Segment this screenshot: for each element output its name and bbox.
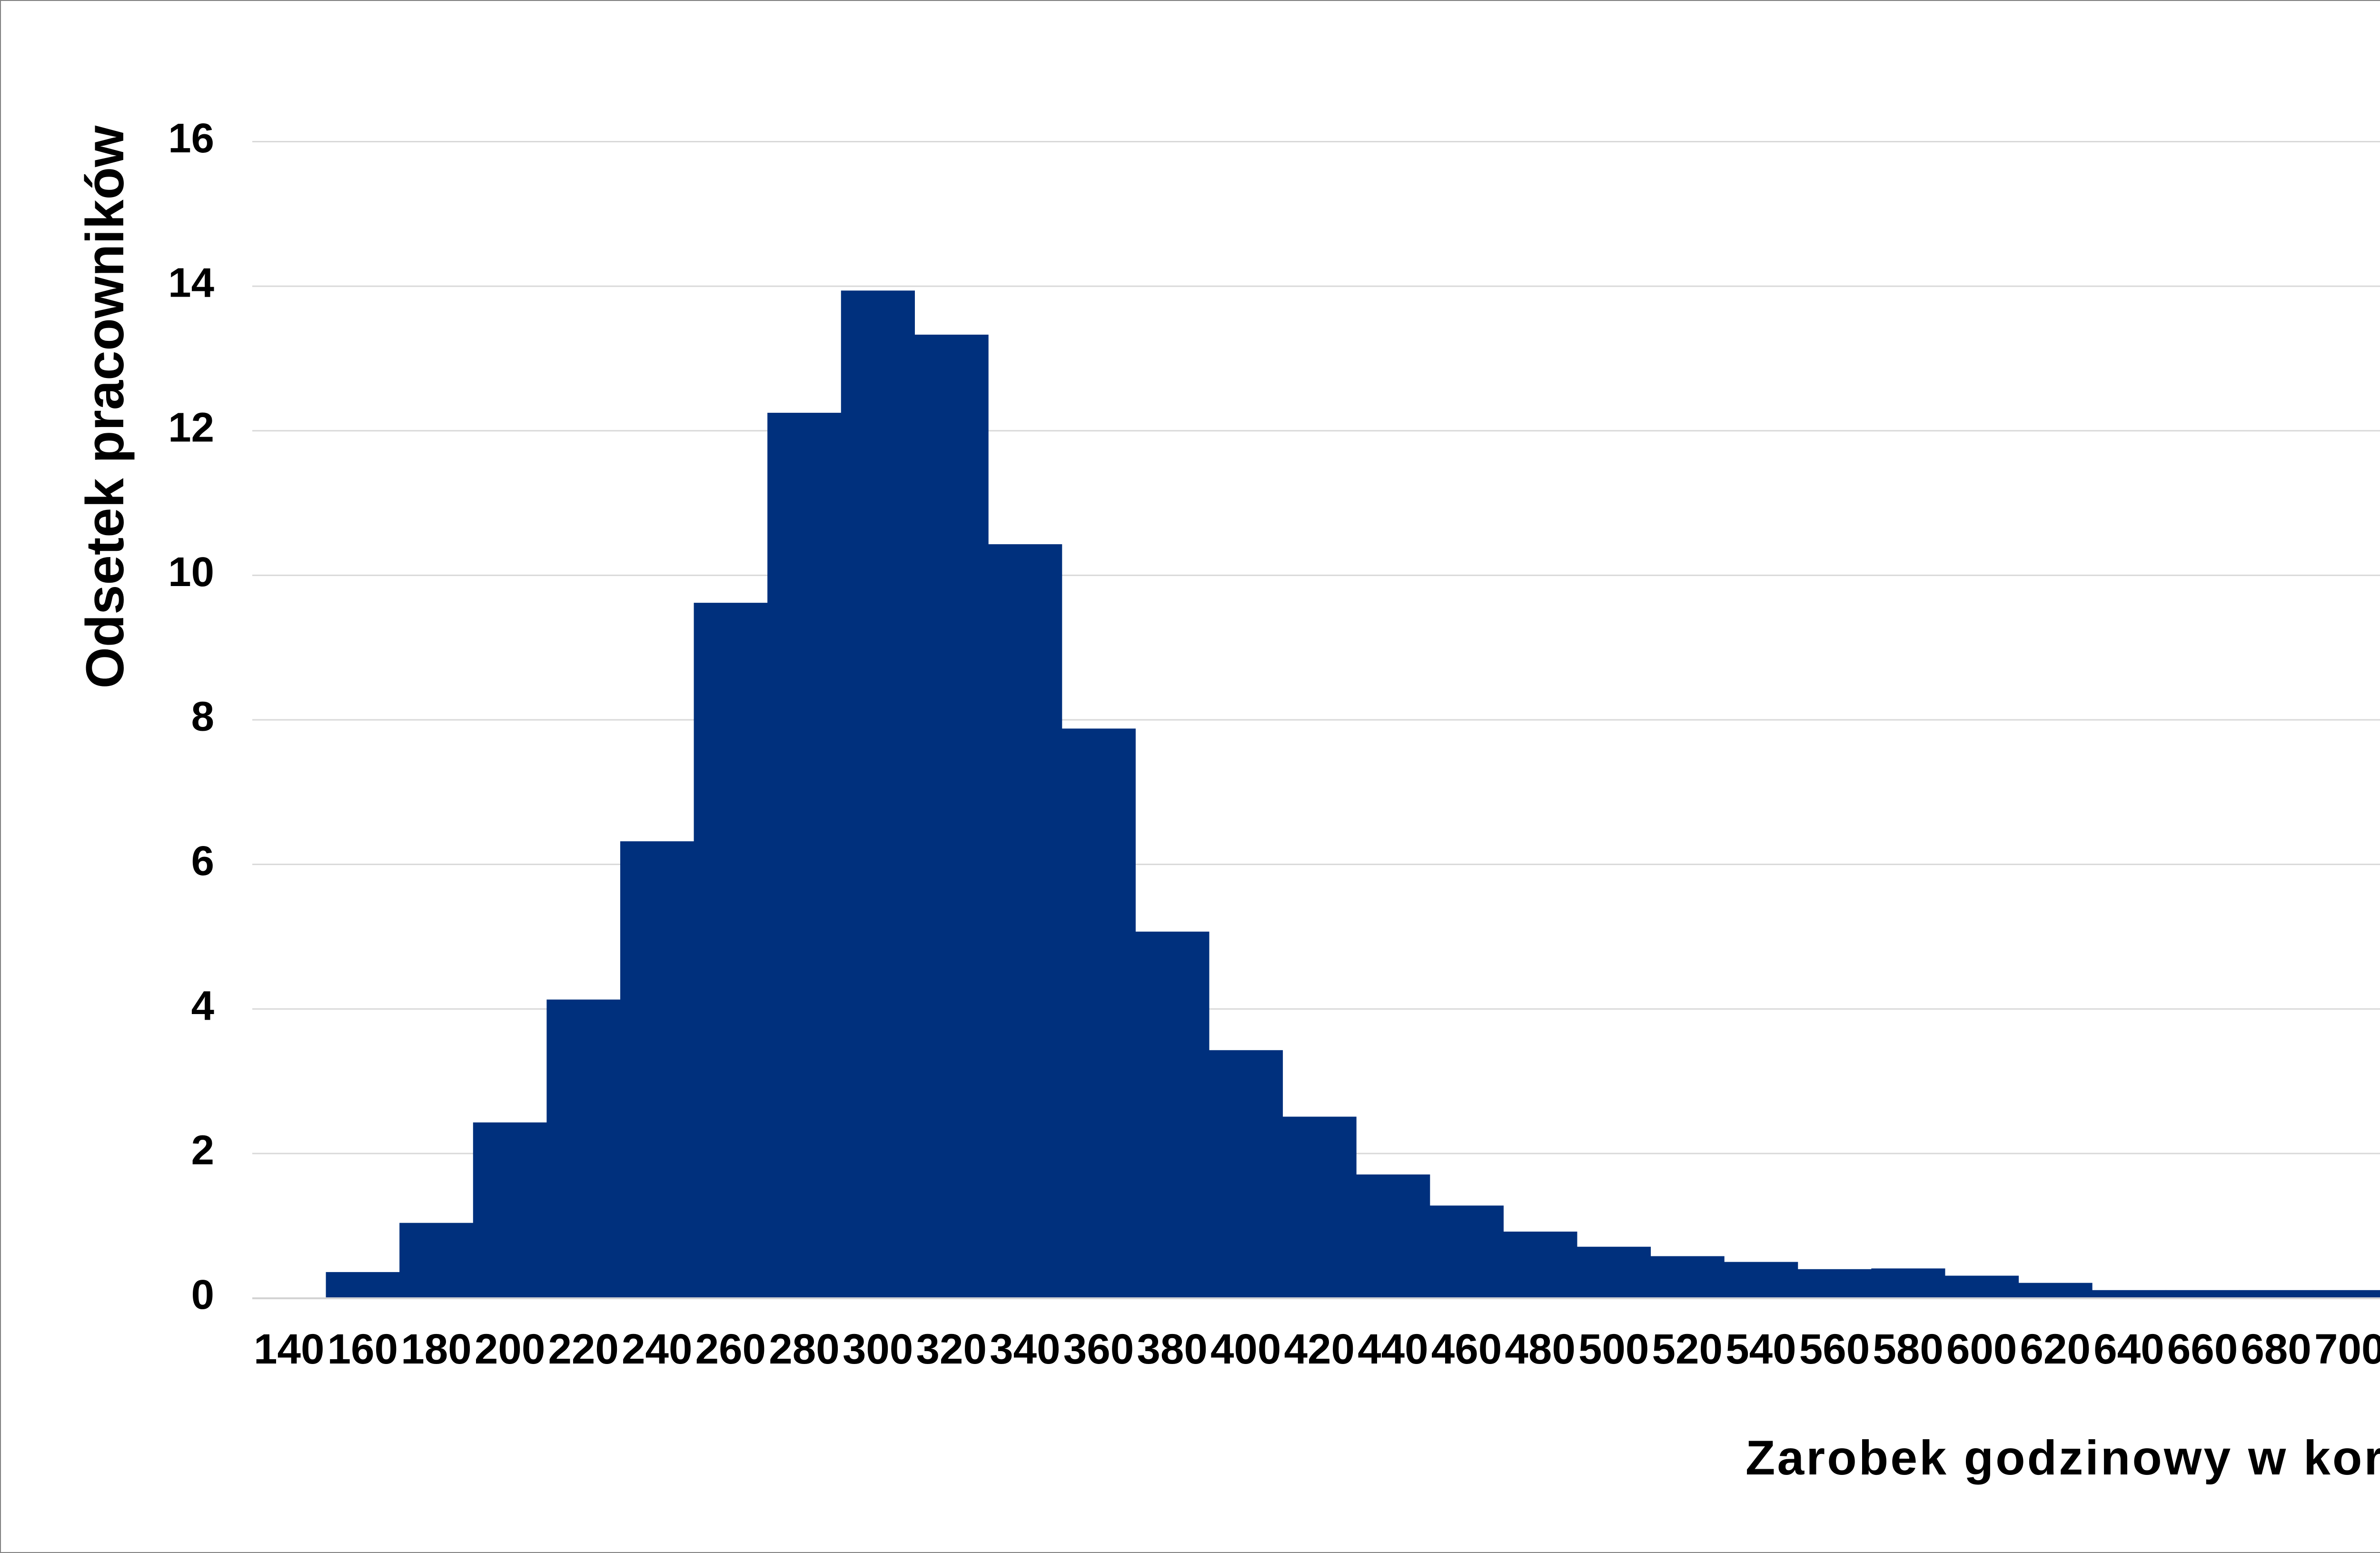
svg-text:180: 180 [401, 1325, 472, 1373]
svg-text:320: 320 [916, 1325, 987, 1373]
svg-text:4: 4 [191, 983, 214, 1029]
svg-text:Zarobek godzinowy w koronach d: Zarobek godzinowy w koronach dunskich [1745, 1431, 2380, 1485]
svg-text:200: 200 [475, 1325, 545, 1373]
svg-text:520: 520 [1652, 1325, 1723, 1373]
svg-text:400: 400 [1210, 1325, 1281, 1373]
svg-text:380: 380 [1137, 1325, 1208, 1373]
svg-text:640: 640 [2093, 1325, 2164, 1373]
svg-text:300: 300 [843, 1325, 913, 1373]
svg-text:500: 500 [1578, 1325, 1649, 1373]
svg-text:620: 620 [2020, 1325, 2091, 1373]
svg-text:220: 220 [548, 1325, 619, 1373]
svg-text:660: 660 [2167, 1325, 2238, 1373]
svg-text:340: 340 [990, 1325, 1061, 1373]
svg-text:540: 540 [1726, 1325, 1796, 1373]
svg-text:260: 260 [695, 1325, 766, 1373]
svg-text:140: 140 [254, 1325, 325, 1373]
svg-text:560: 560 [1799, 1325, 1870, 1373]
svg-text:Odsetek pracowników: Odsetek pracowników [75, 125, 135, 688]
svg-text:240: 240 [622, 1325, 693, 1373]
svg-text:680: 680 [2241, 1325, 2311, 1373]
svg-text:2: 2 [191, 1127, 214, 1173]
svg-text:360: 360 [1063, 1325, 1134, 1373]
svg-text:10: 10 [168, 549, 214, 595]
svg-text:600: 600 [1946, 1325, 2017, 1373]
svg-text:460: 460 [1431, 1325, 1502, 1373]
svg-text:14: 14 [168, 260, 214, 306]
svg-text:16: 16 [168, 115, 214, 161]
svg-text:160: 160 [327, 1325, 398, 1373]
svg-text:280: 280 [769, 1325, 840, 1373]
svg-text:440: 440 [1358, 1325, 1428, 1373]
svg-text:6: 6 [191, 838, 214, 884]
svg-text:580: 580 [1873, 1325, 1944, 1373]
svg-text:420: 420 [1284, 1325, 1355, 1373]
svg-text:480: 480 [1505, 1325, 1576, 1373]
svg-text:700: 700 [2314, 1325, 2380, 1373]
svg-text:8: 8 [191, 694, 214, 740]
svg-text:12: 12 [168, 404, 214, 450]
svg-text:0: 0 [191, 1272, 214, 1318]
